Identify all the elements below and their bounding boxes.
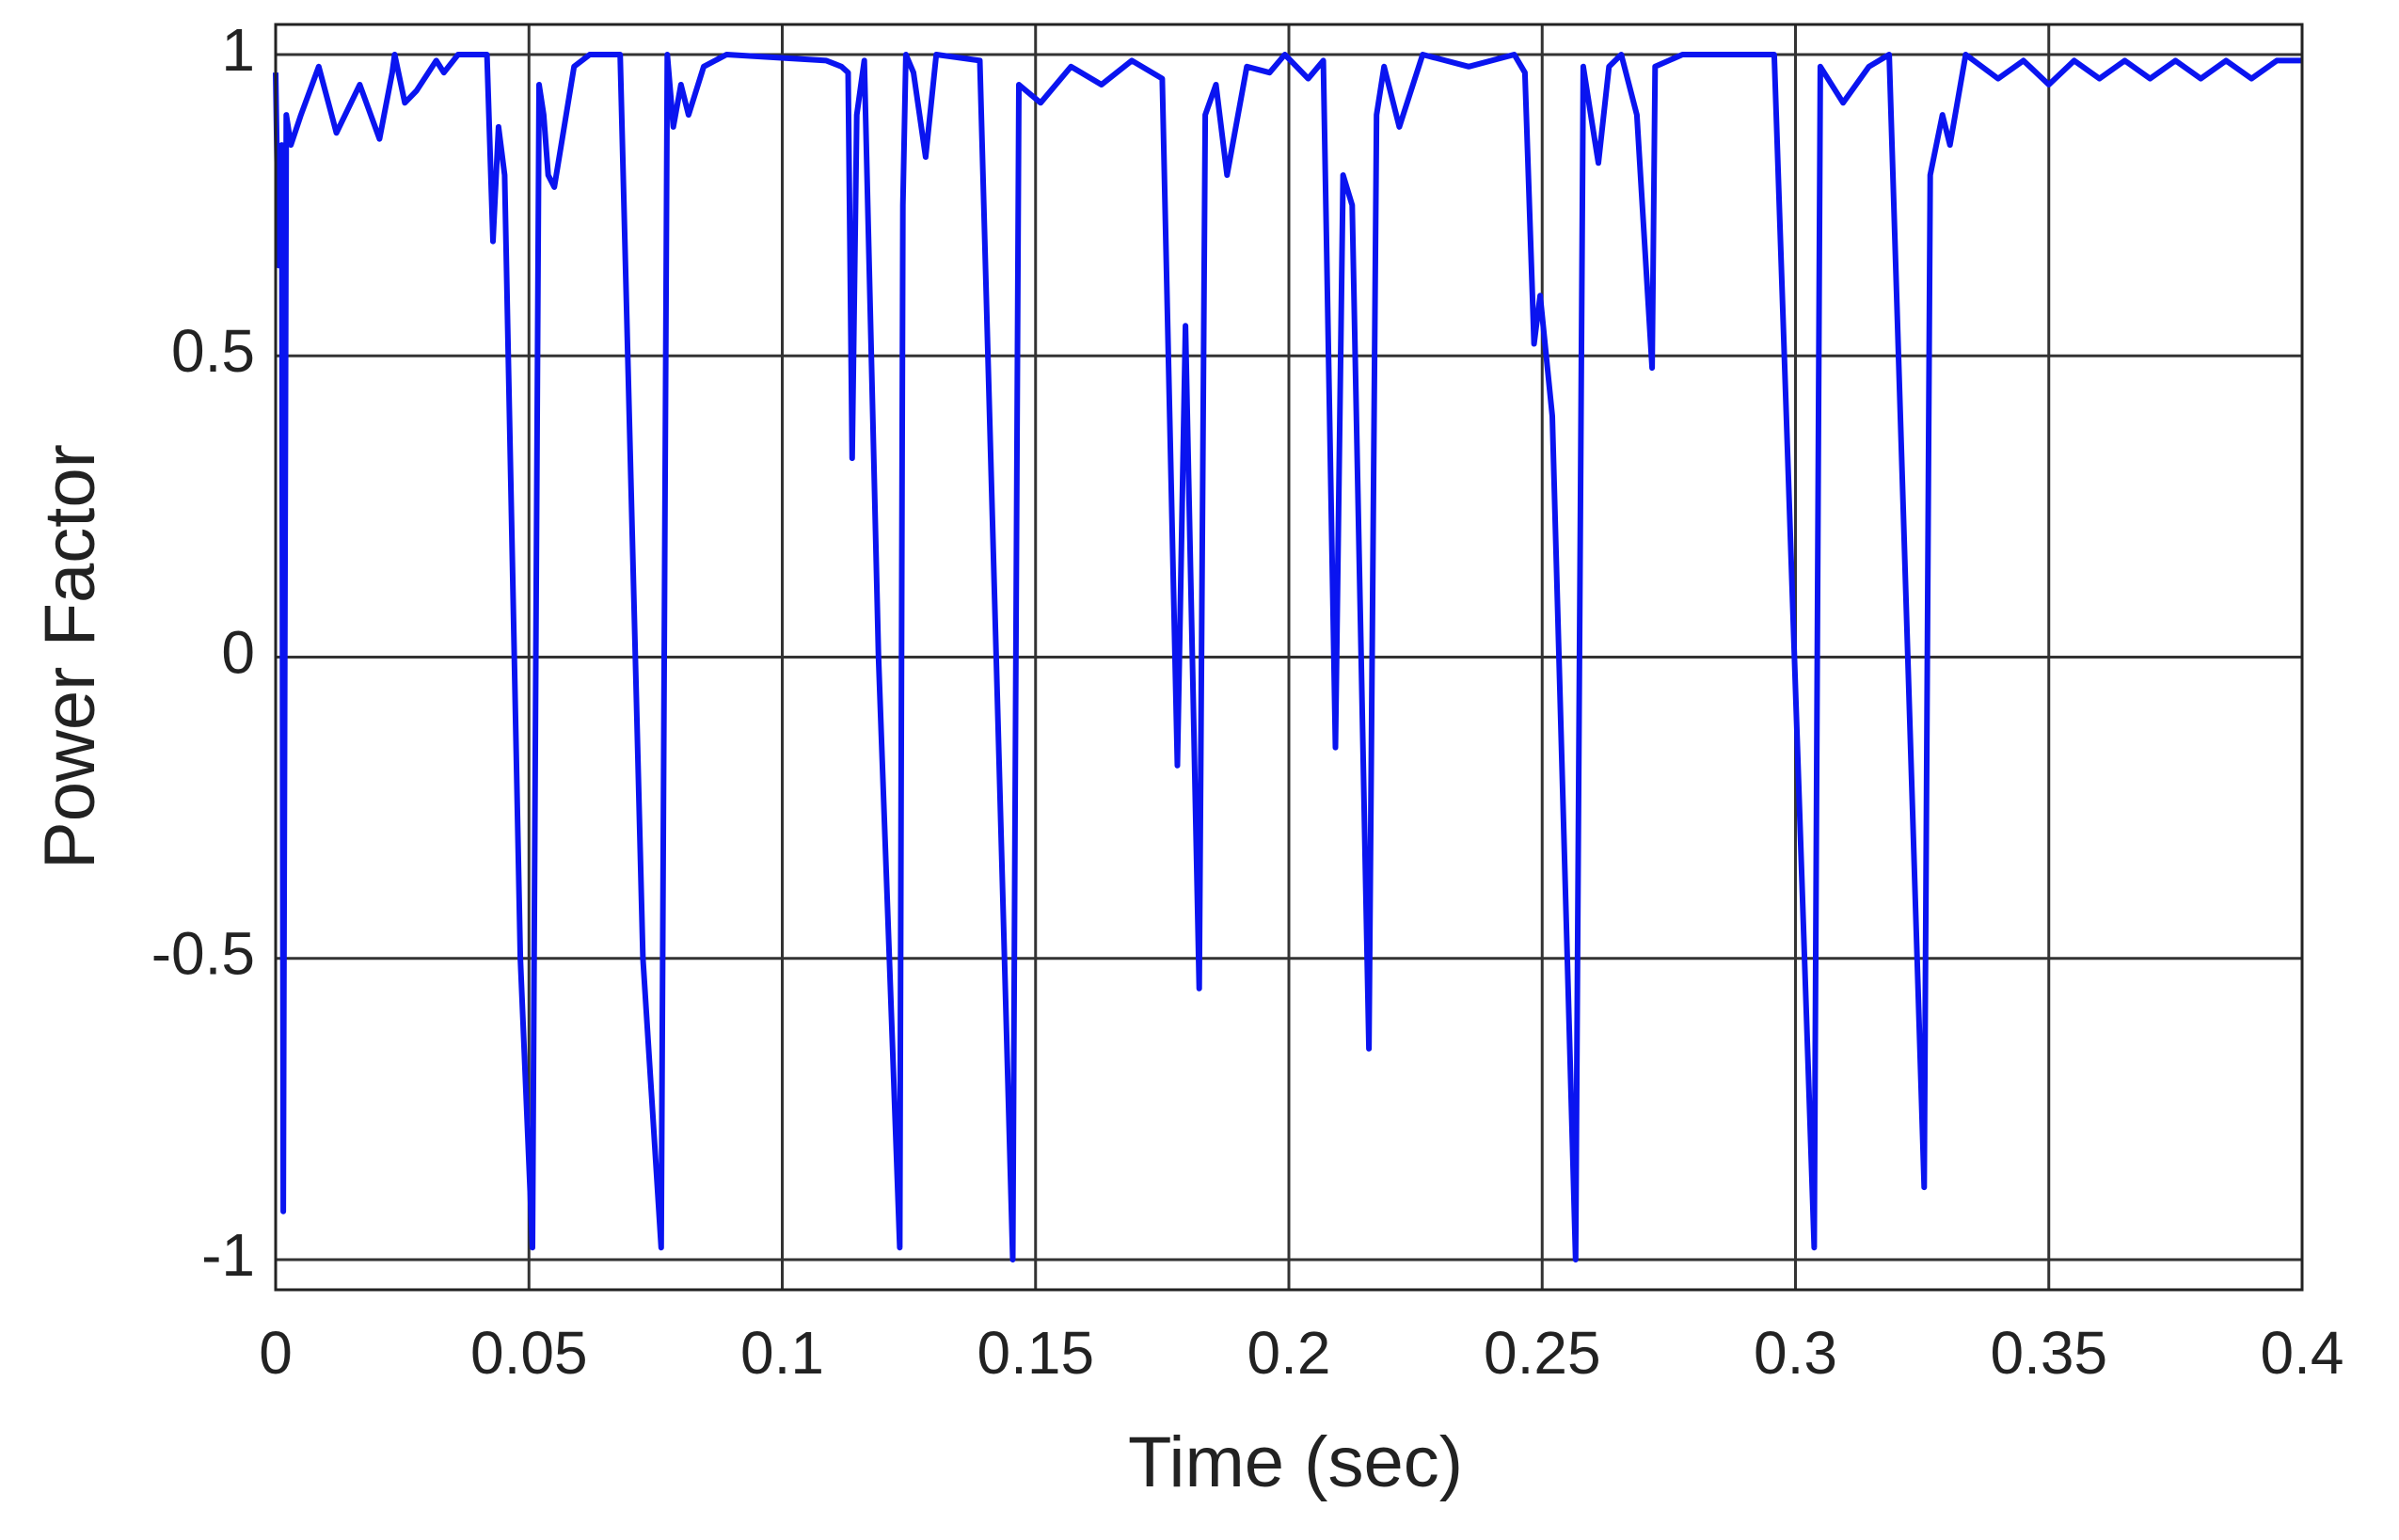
y-tick-label: 0 bbox=[221, 618, 255, 686]
x-tick-label: 0 bbox=[259, 1319, 293, 1387]
y-axis-label: Power Factor bbox=[30, 444, 110, 869]
y-tick-label: 0.5 bbox=[171, 317, 255, 385]
x-tick-label: 0.2 bbox=[1247, 1319, 1331, 1387]
x-tick-label: 0.15 bbox=[977, 1319, 1094, 1387]
x-tick-label: 0.35 bbox=[1990, 1319, 2107, 1387]
y-tick-label: -0.5 bbox=[151, 920, 255, 988]
x-tick-label: 0.25 bbox=[1484, 1319, 1601, 1387]
x-axis-label: Time (sec) bbox=[1128, 1422, 1463, 1502]
y-tick-label: -1 bbox=[201, 1221, 255, 1289]
y-tick-label: 1 bbox=[221, 16, 255, 84]
x-tick-label: 0.3 bbox=[1754, 1319, 1837, 1387]
x-tick-label: 0.1 bbox=[740, 1319, 824, 1387]
x-tick-label: 0.4 bbox=[2261, 1319, 2344, 1387]
data-line bbox=[273, 52, 2302, 1262]
axes-box bbox=[274, 23, 2304, 1292]
x-tick-label: 0.05 bbox=[470, 1319, 588, 1387]
